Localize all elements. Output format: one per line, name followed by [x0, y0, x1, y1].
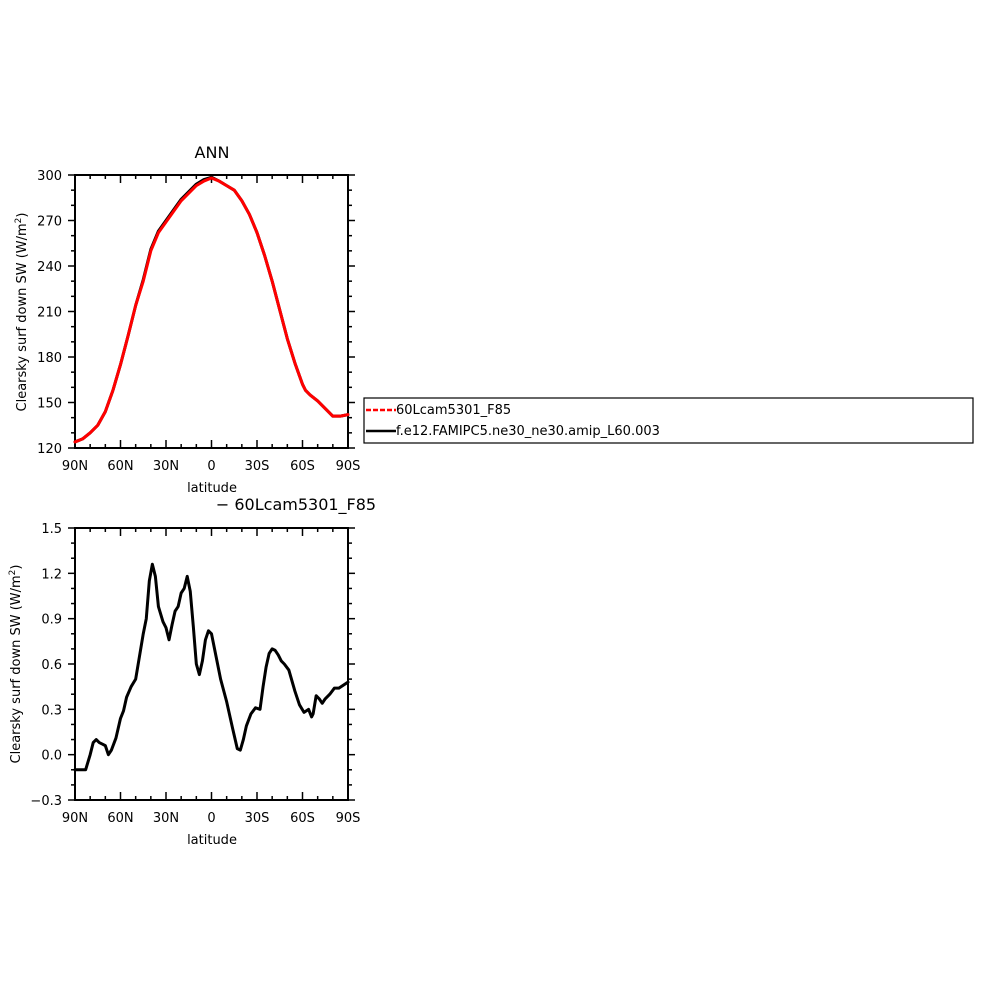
y-tick-label: 270: [37, 215, 62, 230]
bottom-panel-title: − 60Lcam5301_F85: [216, 495, 376, 515]
x-tick-label: 30N: [153, 459, 179, 474]
x-tick-label: 30S: [245, 459, 270, 474]
top-panel-xlabel: latitude: [187, 481, 237, 496]
top-plot-area: 90N 60N 30N 0 30S 60S 90S 120 150 180 210 240 270 300: [37, 169, 360, 474]
x-tick-label: 0: [207, 459, 215, 474]
y-tick-label: 240: [37, 260, 62, 275]
x-tick-label: 60S: [290, 459, 315, 474]
bottom-panel-xlabel: latitude: [187, 833, 237, 848]
x-tick-label: 0: [207, 811, 215, 826]
y-tick-label: 0.3: [41, 703, 62, 718]
y-tick-label: 150: [37, 397, 62, 412]
plot-frame: [74, 527, 349, 801]
x-tick-label: 60N: [107, 459, 133, 474]
y-tick-label: 0.9: [41, 613, 62, 628]
y-tick-label: −0.3: [30, 794, 62, 809]
x-tick-label: 90N: [62, 811, 88, 826]
top-ylabel-sup: 2: [14, 218, 24, 224]
bottom-plot-area: 90N 60N 30N 0 30S 60S 90S −0.3 0.0 0.3 0.6 0.9 1.2 1.…: [30, 522, 360, 826]
y-tick-label: 120: [37, 442, 62, 457]
y-tick-label: 210: [37, 306, 62, 321]
bottom-ylabel-main: Clearsky surf down SW (W/m: [9, 575, 24, 763]
plot-frame: [74, 174, 349, 449]
legend-label-series-1: 60Lcam5301_F85: [396, 403, 511, 418]
bottom-panel: − 60Lcam5301_F85 90N 60N 30N 0 30S 60S 90S −0.3…: [8, 495, 376, 848]
bottom-ylabel-sup: 2: [8, 570, 18, 576]
legend-label-series-2: f.e12.FAMIPC5.ne30_ne30.amip_L60.003: [396, 424, 660, 439]
bottom-panel-ylabel: Clearsky surf down SW (W/m2): [8, 565, 24, 764]
top-ylabel-tail: ): [15, 213, 30, 218]
legend-box: [363, 397, 974, 444]
y-tick-label: 180: [37, 351, 62, 366]
x-tick-label: 90S: [336, 459, 361, 474]
y-tick-label: 1.5: [41, 522, 62, 537]
y-tick-label: 300: [37, 169, 62, 184]
x-tick-label: 30S: [245, 811, 270, 826]
x-tick-label: 30N: [153, 811, 179, 826]
x-tick-label: 60S: [290, 811, 315, 826]
x-tick-label: 60N: [107, 811, 133, 826]
y-tick-label: 1.2: [41, 567, 62, 582]
y-tick-label: 0.6: [41, 658, 62, 673]
top-panel-ylabel: Clearsky surf down SW (W/m2): [14, 213, 30, 412]
x-tick-label: 90S: [336, 811, 361, 826]
series-line-2: [73, 175, 350, 444]
series-line-1: [73, 176, 350, 444]
top-ylabel-main: Clearsky surf down SW (W/m: [15, 223, 30, 411]
y-tick-label: 0.0: [41, 749, 62, 764]
top-panel-title: ANN: [195, 143, 230, 162]
top-panel: ANN 90N 60N 30N 0 30S 60S 90S 120 150 180 210 240 27…: [14, 143, 360, 496]
series-line-1: [73, 562, 350, 772]
x-tick-label: 90N: [62, 459, 88, 474]
legend: 60Lcam5301_F85 f.e12.FAMIPC5.ne30_ne30.a…: [363, 397, 974, 444]
bottom-ylabel-tail: ): [9, 565, 24, 570]
